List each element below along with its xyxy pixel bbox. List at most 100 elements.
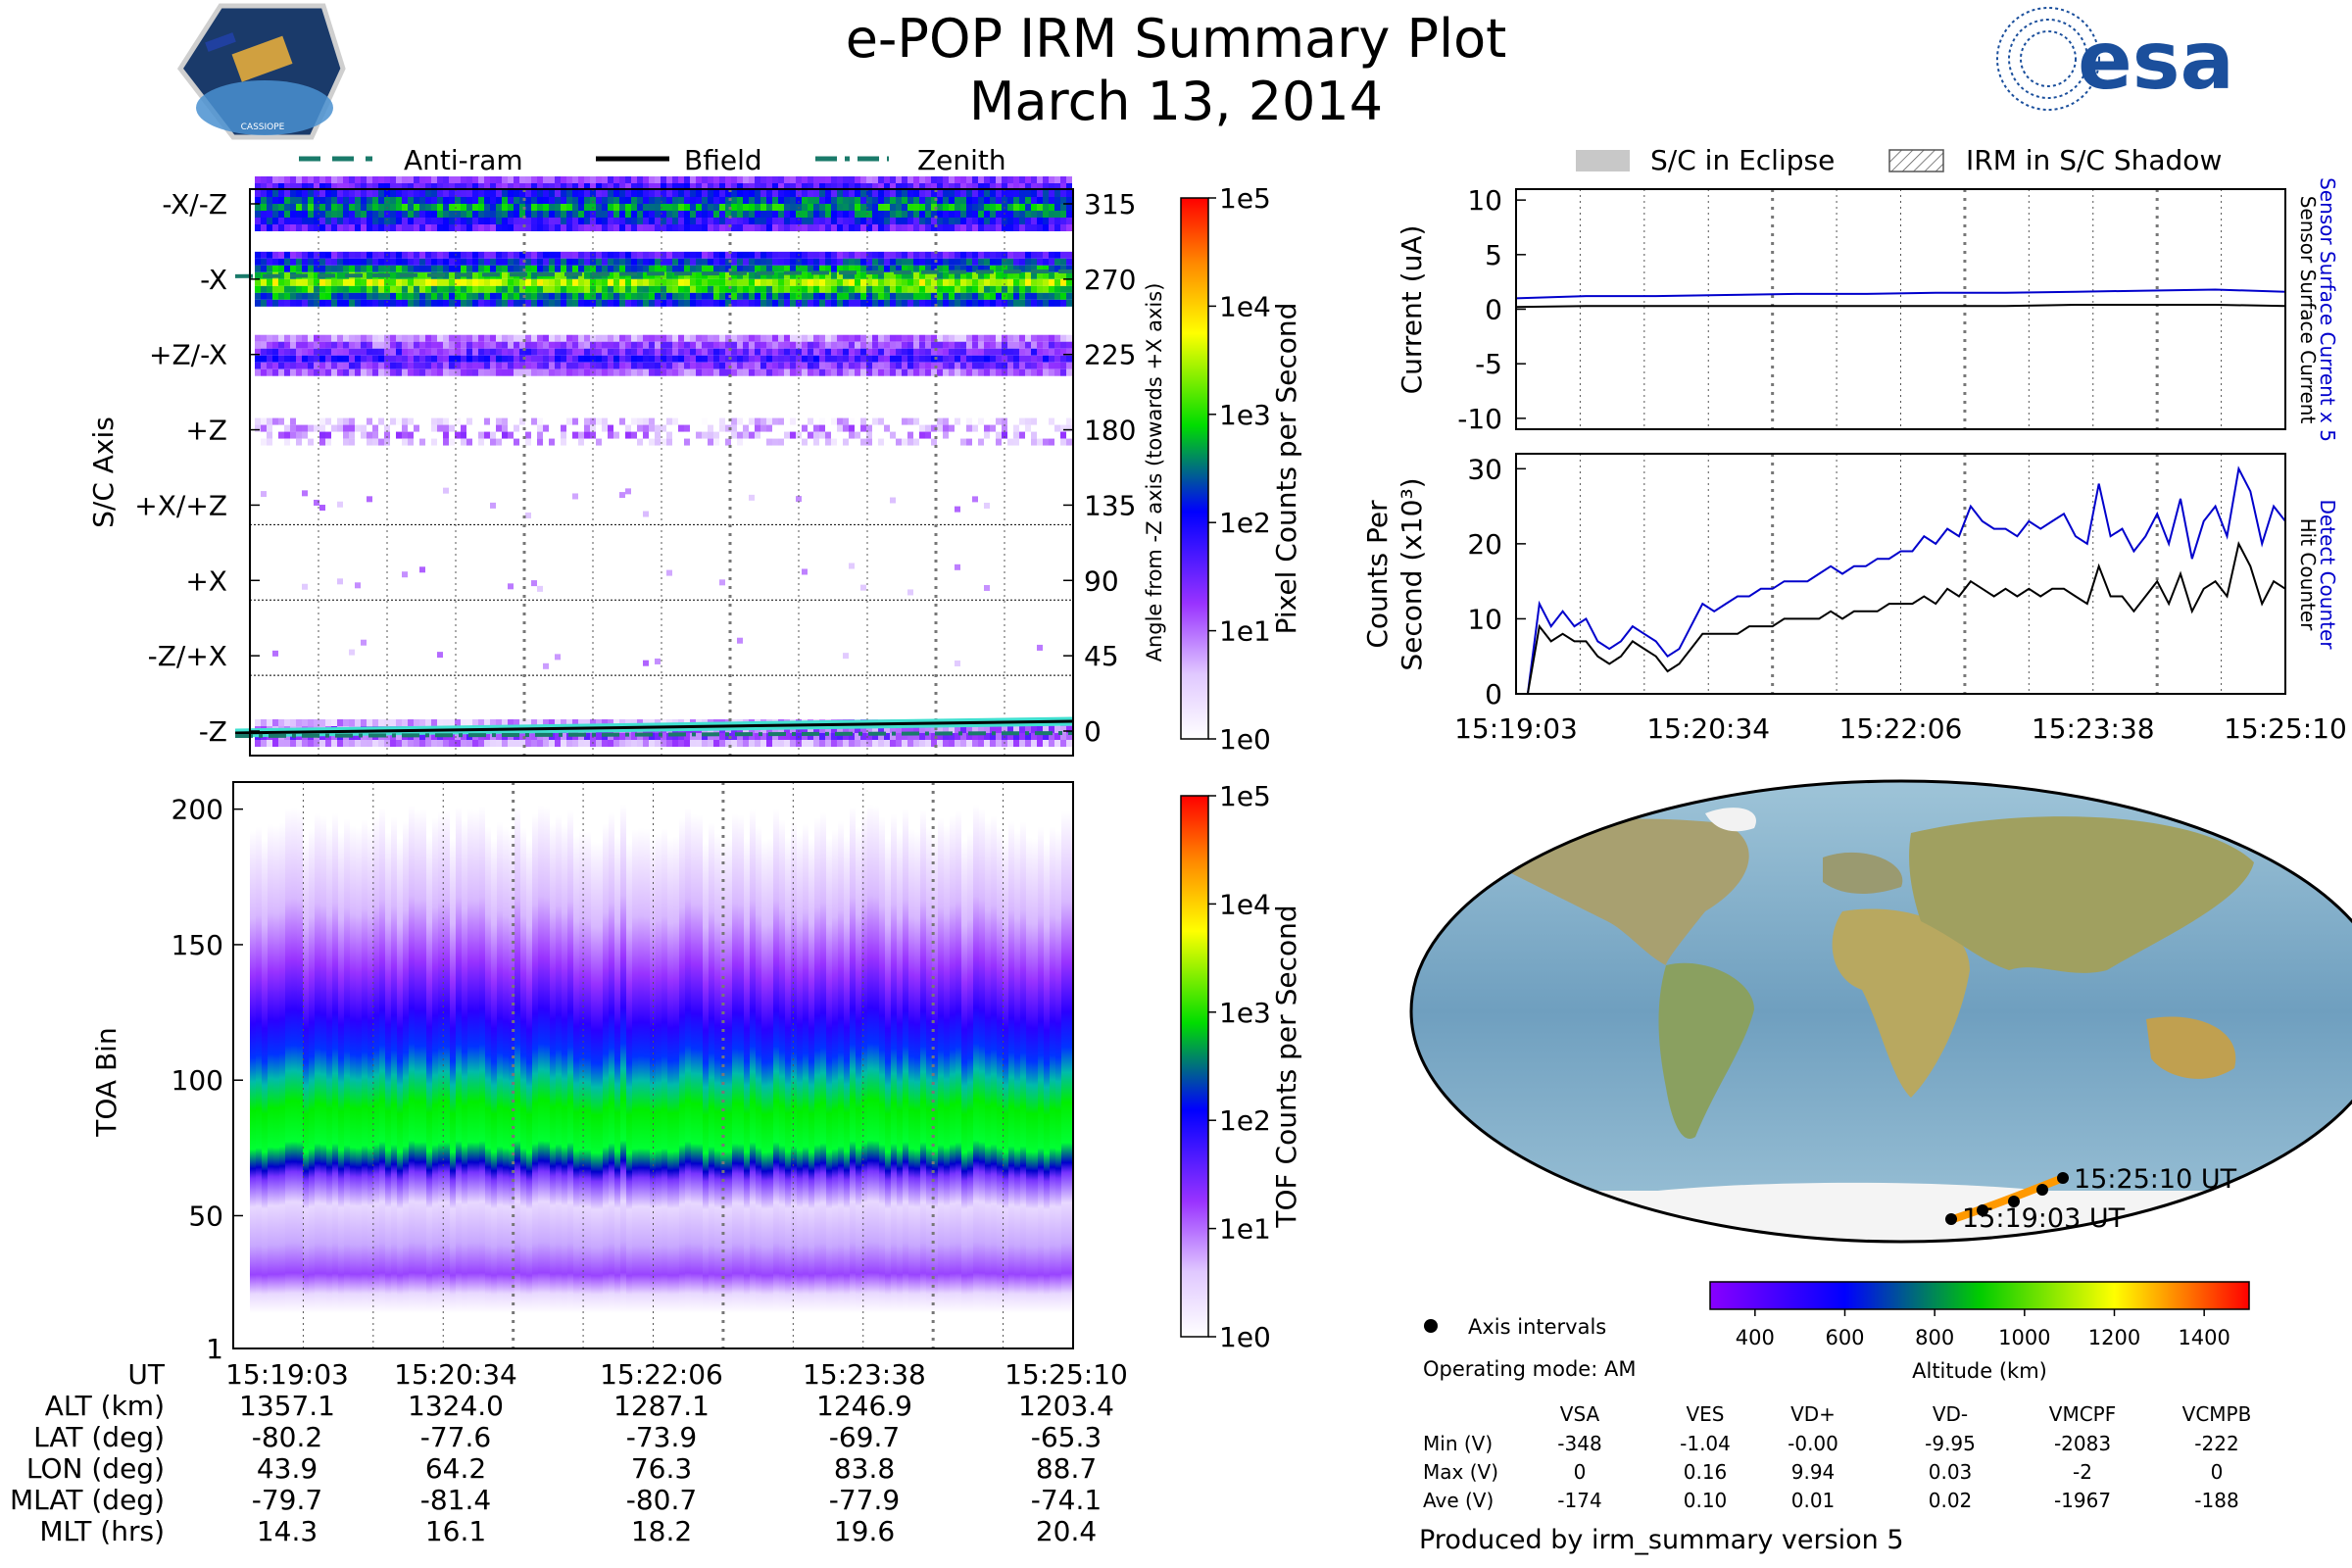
pixel-cell xyxy=(878,299,884,307)
pixel-cell xyxy=(913,348,919,356)
pixel-cell xyxy=(1043,740,1049,747)
pixel-cell xyxy=(261,218,267,224)
pixel-cell xyxy=(519,740,525,747)
pixel-cell xyxy=(813,204,819,211)
pixel-cell xyxy=(267,211,272,218)
pixel-cell xyxy=(661,299,666,307)
pixel-cell xyxy=(960,190,966,197)
pixel-cell xyxy=(725,271,731,279)
pixel-cell xyxy=(931,299,937,307)
pixel-cell xyxy=(913,334,919,342)
pixel-cell xyxy=(1049,438,1054,446)
pixel-cell xyxy=(331,211,337,218)
pixel-cell xyxy=(849,355,855,363)
pixel-cell xyxy=(696,218,702,224)
toa-column xyxy=(903,808,908,1314)
pixel-cell xyxy=(819,355,825,363)
pixel-cell xyxy=(437,218,443,224)
pixel-cell xyxy=(566,285,572,293)
pixel-cell xyxy=(878,740,884,747)
pixel-cell xyxy=(578,285,584,293)
pixel-cell xyxy=(772,258,778,266)
pixel-cell xyxy=(907,334,913,342)
pixel-cell xyxy=(1025,224,1031,231)
pixel-cell xyxy=(314,211,319,218)
pixel-cell xyxy=(337,265,343,272)
pixel-cell xyxy=(1037,362,1043,369)
pixel-cell xyxy=(907,726,913,733)
pixel-cell xyxy=(849,362,855,369)
pixel-cell xyxy=(613,355,619,363)
pixel-panel-frame xyxy=(249,188,1074,757)
pixel-cell xyxy=(308,719,314,726)
pixel-cell xyxy=(919,218,925,224)
pixel-cell xyxy=(684,292,690,300)
pixel-cell xyxy=(343,224,349,231)
pixel-cell xyxy=(708,292,713,300)
pixel-cell xyxy=(960,362,966,369)
pixel-cell xyxy=(314,251,319,259)
orbit-cell: -81.4 xyxy=(420,1484,491,1516)
pixel-cell xyxy=(613,334,619,342)
pixel-cell xyxy=(302,362,308,369)
world-map: 15:25:10 UT 15:19:03 UT xyxy=(1409,779,2352,1244)
pixel-cell xyxy=(666,569,672,576)
pixel-cell xyxy=(802,204,808,211)
pixel-cell xyxy=(843,190,849,197)
pixel-cell xyxy=(990,726,996,733)
pixel-cell xyxy=(860,271,866,279)
pixel-cell xyxy=(790,733,796,740)
pixel-cell xyxy=(896,258,902,266)
pixel-cell xyxy=(502,719,508,726)
pixel-cell xyxy=(978,197,984,204)
pixel-cell xyxy=(461,368,466,376)
pixel-cell xyxy=(1060,355,1066,363)
pixel-cell xyxy=(637,355,643,363)
pixel-cell xyxy=(931,183,937,190)
pixel-cell xyxy=(496,190,502,197)
pixel-cell xyxy=(278,299,284,307)
pixel-cell xyxy=(1019,726,1025,733)
pixel-cell xyxy=(367,417,372,425)
pixel-cell xyxy=(849,431,855,439)
orbit-cell: 16.1 xyxy=(425,1515,486,1547)
toa-column xyxy=(926,827,932,1314)
pixel-cell xyxy=(655,204,661,211)
pixel-cell xyxy=(549,438,555,446)
pixel-cell xyxy=(572,224,578,231)
pixel-cell xyxy=(1007,438,1013,446)
toa-ytick: 200 xyxy=(172,794,223,826)
pixel-cell xyxy=(566,355,572,363)
pixel-cell xyxy=(1043,292,1049,300)
pixel-cell xyxy=(743,224,749,231)
pixel-cell xyxy=(1066,341,1072,349)
figure-date: March 13, 2014 xyxy=(969,71,1383,132)
pixel-cell xyxy=(1054,265,1060,272)
pixel-cell xyxy=(860,362,866,369)
pixel-cell xyxy=(860,211,866,218)
pixel-cell xyxy=(931,197,937,204)
orbit-cell: -73.9 xyxy=(626,1421,697,1453)
pixel-cell xyxy=(702,204,708,211)
pixel-cell xyxy=(319,190,325,197)
pixel-cell xyxy=(813,341,819,349)
pixel-cell xyxy=(378,438,384,446)
pixel-cell xyxy=(484,197,490,204)
pixel-cell xyxy=(849,183,855,190)
pixel-cell xyxy=(408,355,414,363)
pixel-cell xyxy=(1025,265,1031,272)
pixel-cell xyxy=(1037,299,1043,307)
pixel-cell xyxy=(878,341,884,349)
pixel-cell xyxy=(619,218,625,224)
pixel-cell xyxy=(278,183,284,190)
pixel-cell xyxy=(731,368,737,376)
pixel-cell xyxy=(631,348,637,356)
pixel-cell xyxy=(719,424,725,432)
pixel-cell xyxy=(678,733,684,740)
pixel-cell xyxy=(819,424,825,432)
pixel-cell xyxy=(719,299,725,307)
pixel-cell xyxy=(331,368,337,376)
pixel-cell xyxy=(308,292,314,300)
pixel-cell xyxy=(625,355,631,363)
pixel-cell xyxy=(443,341,449,349)
